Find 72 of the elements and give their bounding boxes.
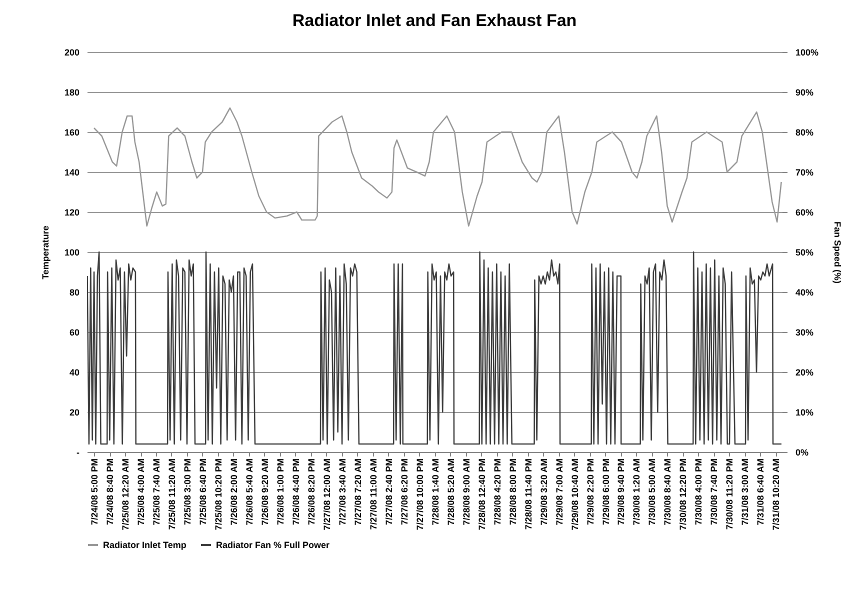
x-tick-label: 7/29/08 2:20 PM	[585, 458, 596, 526]
y2-tick-label: 70%	[796, 168, 814, 178]
y2-tick-label: 80%	[796, 128, 814, 138]
x-tick-label: 7/24/08 5:00 PM	[90, 458, 100, 526]
x-tick-label: 7/28/08 1:40 AM	[430, 458, 440, 526]
y-tick-label: 80	[69, 288, 80, 298]
x-tick-label: 7/30/08 8:40 AM	[662, 458, 673, 526]
x-tick-label: 7/27/08 11:00 AM	[368, 458, 378, 530]
x-tick-label: 7/31/08 10:20 AM	[771, 458, 782, 530]
y2-tick-label: 0%	[796, 448, 809, 458]
x-tick-label: 7/26/08 8:20 PM	[306, 458, 316, 526]
x-tick-label: 7/29/08 6:00 PM	[600, 458, 611, 526]
y2-tick-label: 50%	[796, 248, 814, 258]
x-tick-label: 7/29/08 9:40 PM	[616, 458, 626, 526]
x-tick-label: 7/25/08 3:00 PM	[182, 458, 192, 526]
y2-tick-label: 60%	[796, 208, 814, 218]
x-tick-label: 7/26/08 4:40 PM	[290, 458, 301, 526]
x-tick-label: 7/28/08 4:20 PM	[492, 458, 502, 526]
x-tick-label: 7/27/08 12:00 AM	[322, 458, 332, 530]
y2-tick-label: 20%	[796, 368, 814, 378]
x-tick-label: 7/27/08 2:40 PM	[384, 458, 394, 526]
x-tick-label: 7/25/08 4:00 AM	[136, 458, 146, 526]
x-tick-label: 7/27/08 3:40 AM	[337, 458, 348, 526]
y-axis-title: Temperature	[40, 226, 50, 280]
x-tick-label: 7/28/08 8:00 PM	[508, 458, 518, 526]
x-tick-label: 7/30/08 4:00 PM	[694, 458, 704, 526]
x-tick-label: 7/28/08 11:40 PM	[523, 458, 534, 530]
y2-tick-label: 30%	[796, 328, 814, 338]
x-tick-label: 7/31/08 6:40 AM	[756, 458, 766, 526]
x-tick-label: 7/27/08 10:00 PM	[414, 458, 425, 530]
x-tick-label: 7/25/08 10:20 PM	[213, 458, 224, 530]
x-tick-label: 7/26/08 5:40 AM	[244, 458, 254, 526]
x-tick-label: 7/30/08 5:00 AM	[647, 458, 658, 526]
x-tick-label: 7/26/08 9:20 AM	[260, 458, 270, 526]
chart-title: Radiator Inlet and Fan Exhaust Fan	[292, 11, 577, 30]
y-tick-label: 40	[69, 368, 80, 378]
x-tick-label: 7/30/08 1:20 AM	[632, 458, 642, 526]
x-tick-label: 7/27/08 7:20 AM	[352, 458, 363, 526]
x-tick-label: 7/25/08 6:40 PM	[198, 458, 208, 526]
x-tick-label: 7/28/08 9:00 AM	[461, 458, 472, 526]
x-tick-label: 7/27/08 6:20 PM	[399, 458, 410, 526]
x-tick-label: 7/30/08 12:20 PM	[678, 458, 688, 530]
x-tick-label: 7/29/08 7:00 AM	[554, 458, 564, 526]
y2-tick-label: 10%	[796, 408, 814, 418]
y-tick-label: 100	[64, 248, 80, 258]
x-tick-label: 7/26/08 2:00 AM	[228, 458, 239, 526]
y2-axis-title: Fan Speed (%)	[832, 221, 843, 284]
x-tick-label: 7/25/08 11:20 AM	[167, 458, 177, 530]
x-tick-label: 7/30/08 7:40 PM	[709, 458, 720, 526]
x-tick-label: 7/25/08 7:40 AM	[152, 458, 162, 526]
x-tick-label: 7/31/08 3:00 AM	[740, 458, 750, 526]
x-tick-label: 7/26/08 1:00 PM	[275, 458, 286, 526]
x-tick-label: 7/24/08 8:40 PM	[105, 458, 116, 526]
y-tick-label: 120	[64, 208, 80, 218]
legend-label: Radiator Fan % Full Power	[216, 540, 330, 550]
x-tick-label: 7/28/08 12:40 PM	[476, 458, 487, 530]
y-tick-label: -	[76, 448, 80, 458]
y-tick-label: 160	[64, 128, 80, 138]
y-tick-label: 140	[64, 168, 80, 178]
x-tick-label: 7/28/08 5:20 AM	[446, 458, 456, 526]
x-tick-label: 7/29/08 3:20 AM	[538, 458, 549, 526]
x-tick-label: 7/29/08 10:40 AM	[570, 458, 580, 530]
y2-tick-label: 90%	[796, 88, 814, 98]
y-tick-label: 20	[69, 408, 80, 418]
x-tick-label: 7/30/08 11:20 PM	[724, 458, 735, 530]
y2-tick-label: 40%	[796, 288, 814, 298]
y-tick-label: 200	[64, 48, 80, 58]
y2-tick-label: 100%	[796, 48, 819, 58]
y-tick-label: 180	[64, 88, 80, 98]
x-tick-label: 7/25/08 12:20 AM	[120, 458, 131, 530]
y-tick-label: 60	[69, 328, 80, 338]
legend-label: Radiator Inlet Temp	[103, 540, 187, 550]
